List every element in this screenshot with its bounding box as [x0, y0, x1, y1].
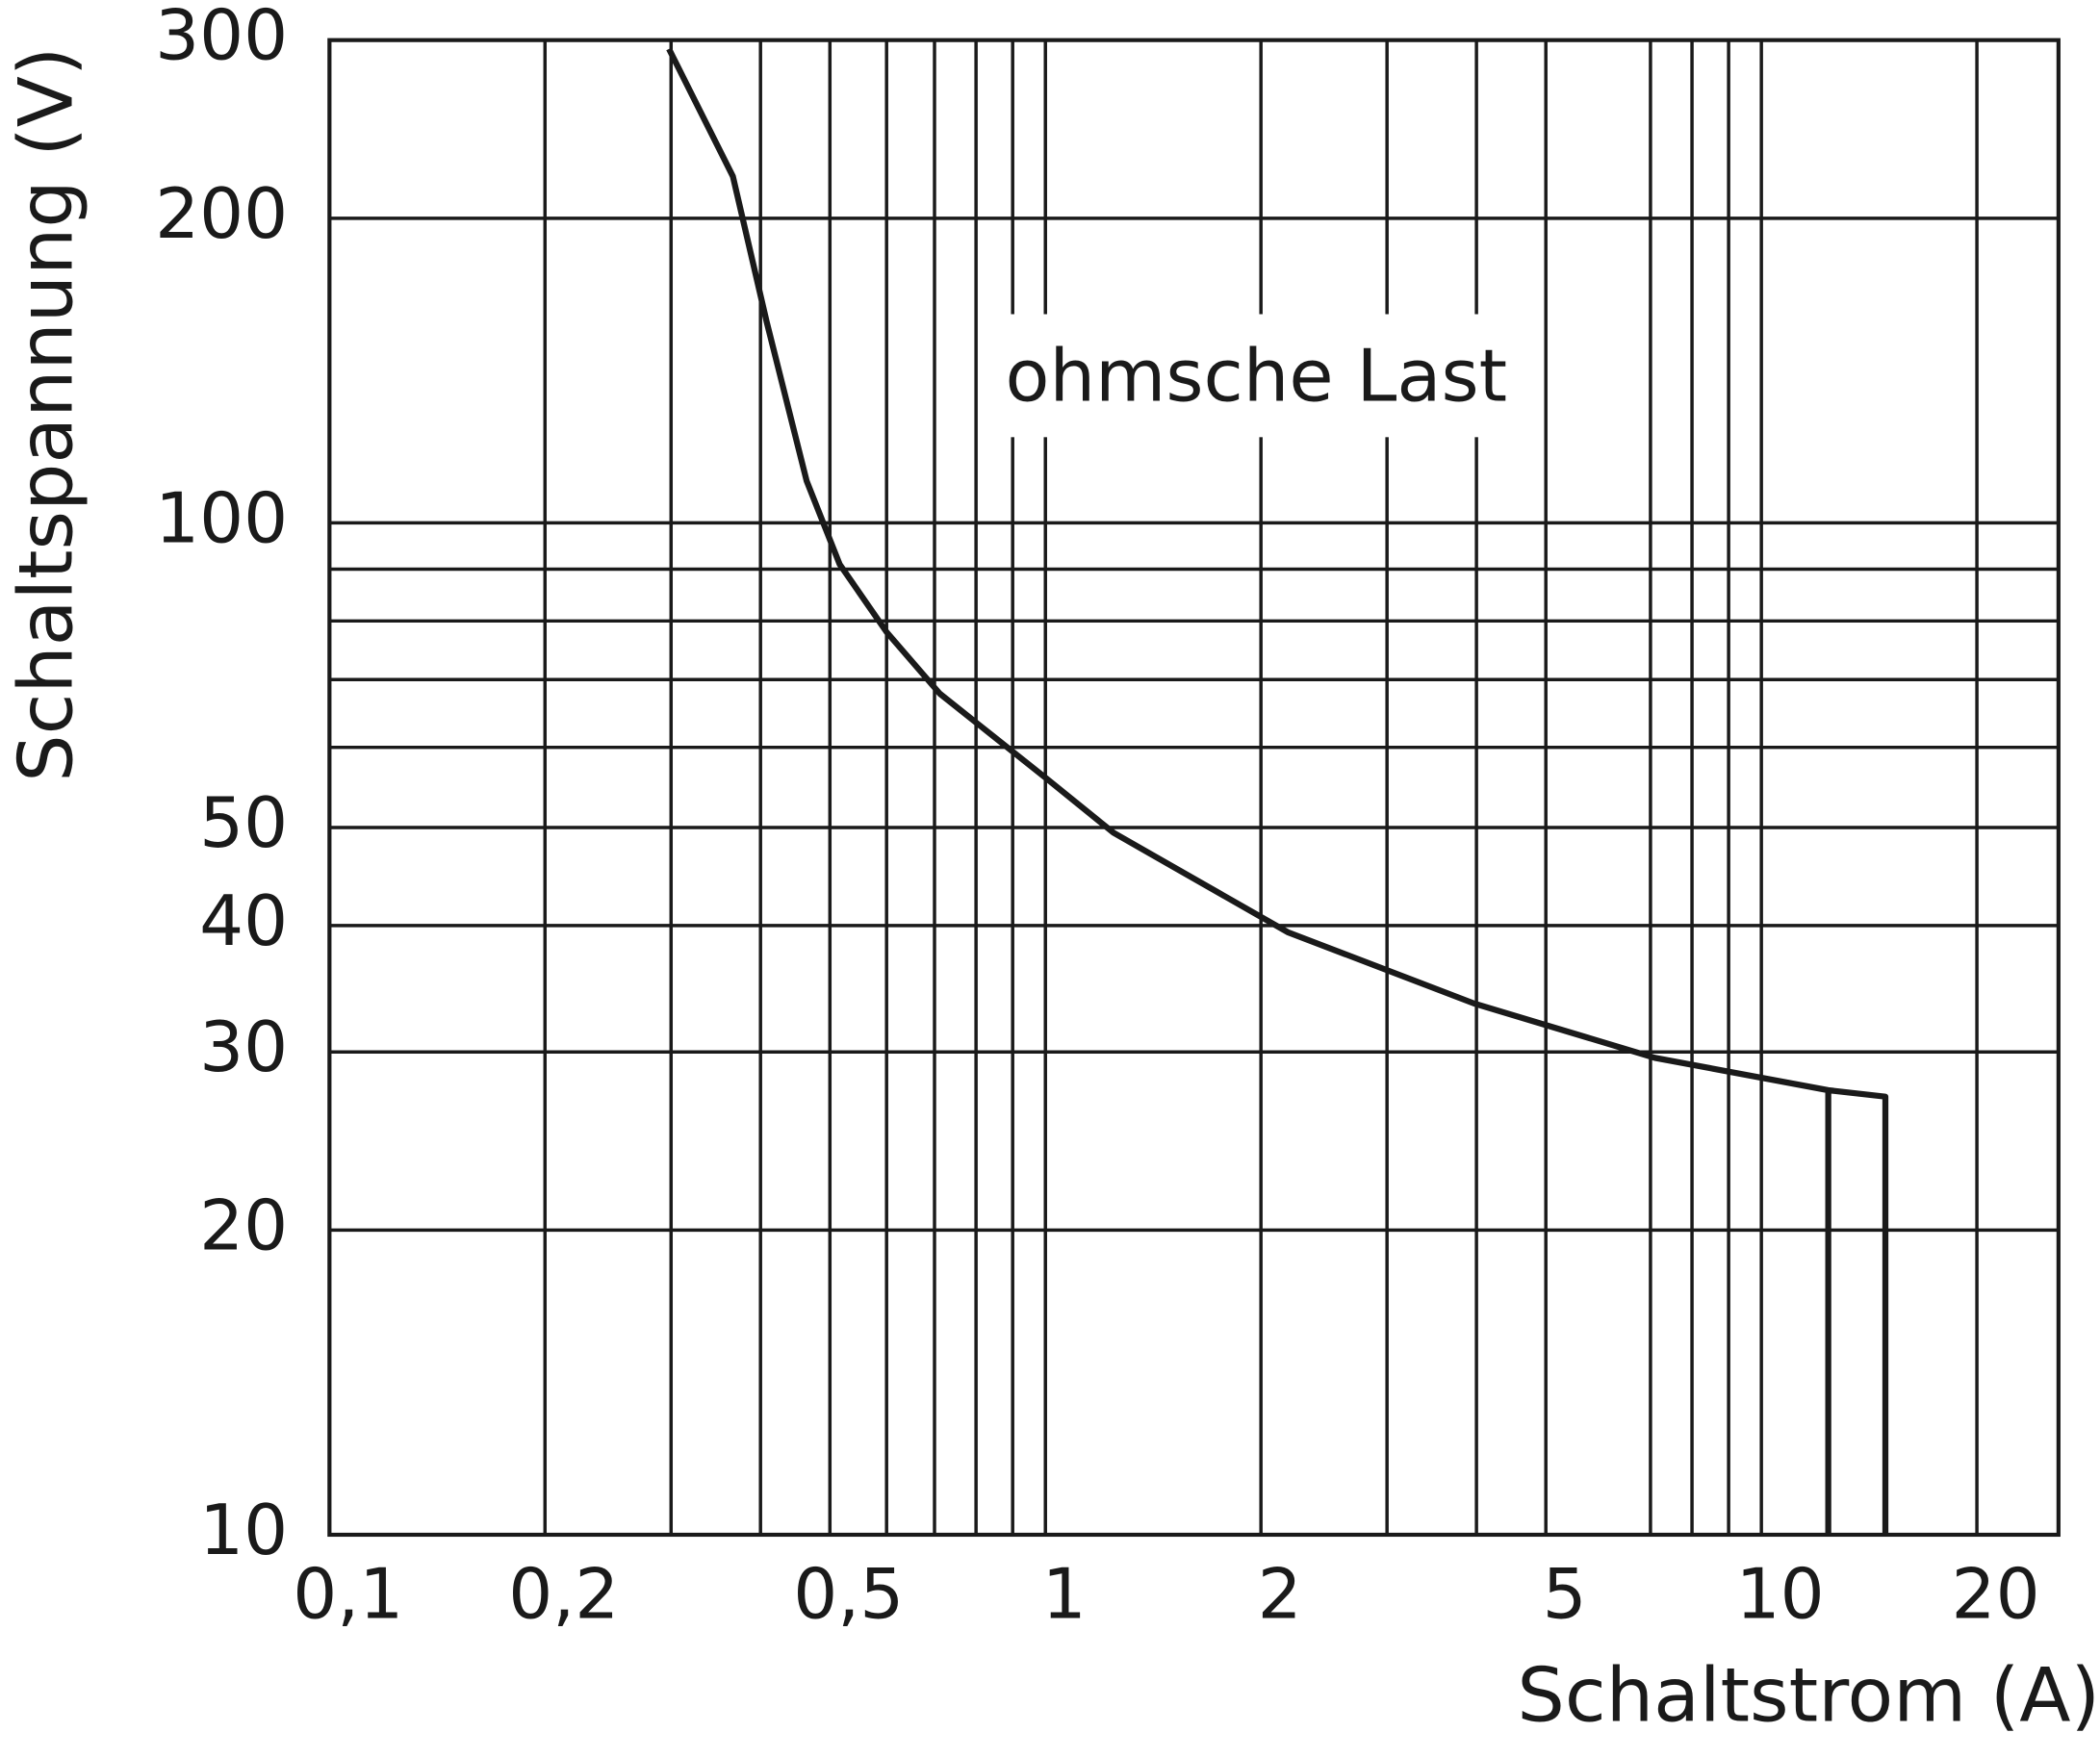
x-tick-label: 0,2 [508, 1555, 619, 1636]
data-line [666, 47, 1889, 1535]
y-tick-label: 50 [199, 783, 288, 864]
y-tick-label: 30 [199, 1007, 288, 1088]
x-tick-label: 10 [1736, 1555, 1825, 1636]
x-tick-label: 1 [1042, 1555, 1087, 1636]
y-tick-label: 40 [199, 881, 288, 962]
annotation-background [982, 314, 1531, 438]
x-tick-label: 2 [1258, 1555, 1302, 1636]
y-tick-label: 300 [155, 0, 288, 77]
x-tick-label: 0,1 [293, 1555, 403, 1636]
x-axis-title: Schaltstrom (A) [1517, 1653, 2100, 1740]
y-axis-title: Schaltspannung (V) [3, 47, 90, 782]
y-tick-label: 200 [155, 174, 288, 255]
y-tick-label: 100 [155, 478, 288, 559]
annotation: ohmsche Last [1006, 334, 1507, 419]
x-tick-label: 20 [1952, 1555, 2040, 1636]
plot-frame [327, 38, 2061, 1538]
x-tick-label: 0,5 [793, 1555, 904, 1636]
y-tick-label: 10 [199, 1490, 288, 1571]
x-tick-label: 5 [1543, 1555, 1587, 1636]
y-tick-label: 20 [199, 1185, 288, 1266]
